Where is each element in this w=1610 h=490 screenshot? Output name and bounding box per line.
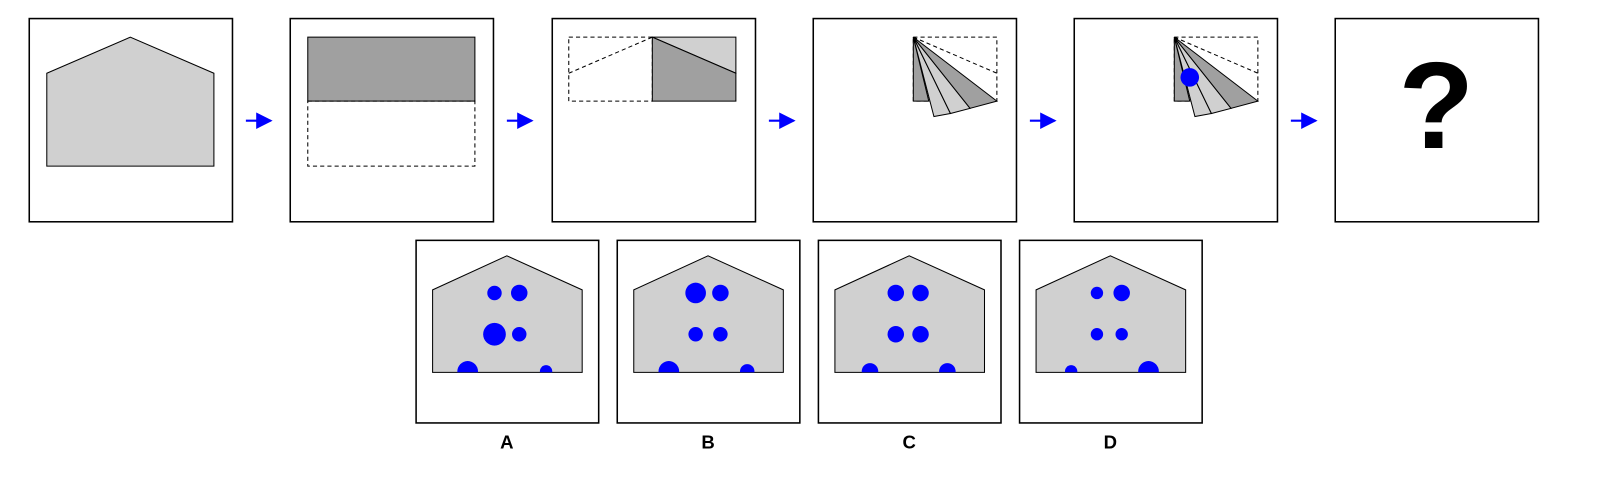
question-mark: ? <box>1399 37 1475 175</box>
option-label: A <box>500 431 513 452</box>
option-c[interactable]: C <box>817 239 1002 452</box>
option-label: D <box>1104 431 1117 452</box>
option-a[interactable]: A <box>415 239 600 452</box>
option-b[interactable]: B <box>616 239 801 452</box>
sequence: ? <box>28 17 1540 223</box>
fold <box>912 36 999 118</box>
fold-punched <box>1173 36 1260 118</box>
option-label: B <box>701 431 714 452</box>
step-6 <box>1334 17 1540 223</box>
option-label: C <box>902 431 915 452</box>
option-d[interactable]: D <box>1018 239 1203 452</box>
